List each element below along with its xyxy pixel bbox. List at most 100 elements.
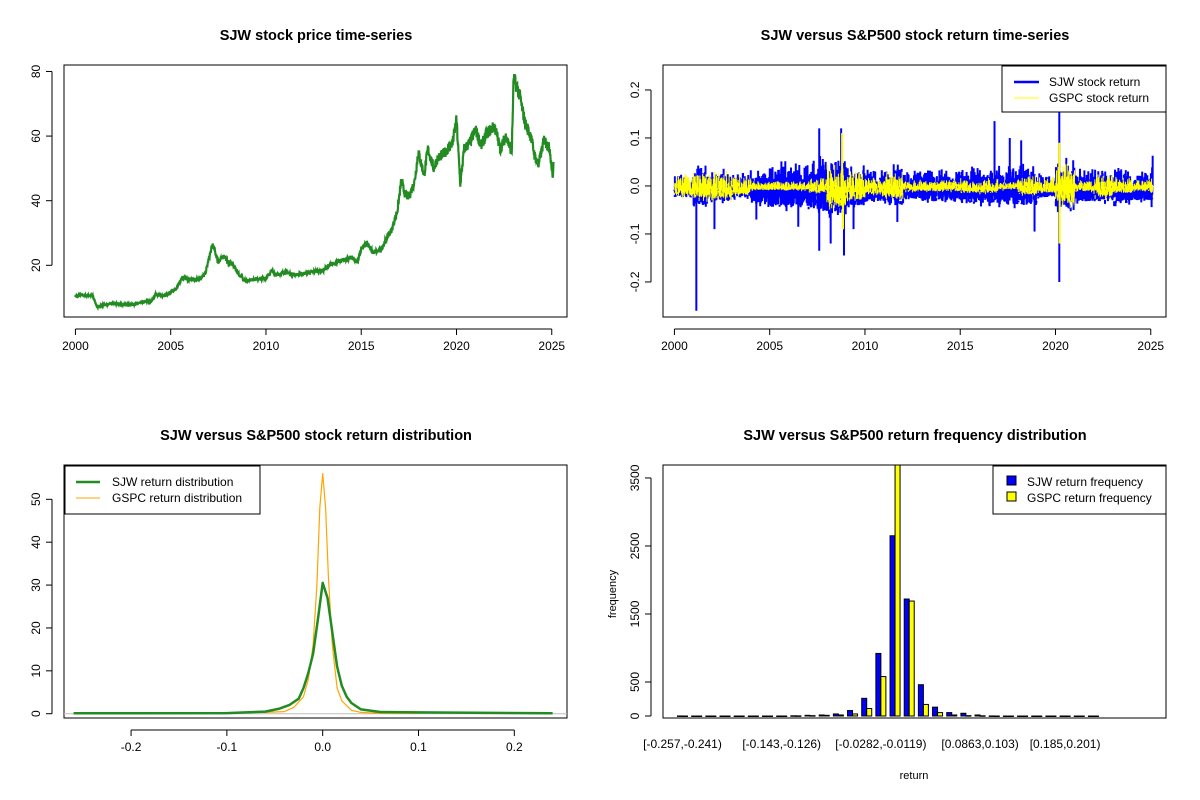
x-tick-label: 2020 [1042, 339, 1069, 353]
gspc-frequency-bar [837, 714, 844, 717]
gspc-frequency-bar [809, 715, 816, 717]
gspc-frequency-bar [1092, 715, 1099, 717]
sjw-frequency-bar [932, 706, 939, 717]
gspc-frequency-bar [922, 703, 929, 717]
sjw-frequency-bar [747, 715, 754, 717]
y-tick-label: 500 [628, 672, 642, 692]
price-series-line [74, 73, 555, 312]
sjw-frequency-bar [974, 714, 981, 717]
sjw-frequency-bar [790, 715, 797, 717]
gspc-density-line [226, 473, 419, 714]
gspc-frequency-bar [682, 715, 688, 717]
gspc-frequency-bar [951, 714, 958, 717]
y-tick-label: 0.1 [628, 129, 642, 146]
sjw-frequency-bar [1002, 715, 1009, 717]
sjw-frequency-bar [762, 715, 769, 717]
gspc-frequency-bar [1036, 715, 1043, 717]
plot-frame [63, 464, 568, 719]
x-tick-label: 2000 [661, 339, 688, 353]
gspc-frequency-bar [1064, 715, 1071, 717]
gspc-frequency-bar [1050, 715, 1057, 717]
sjw-frequency-bar [903, 598, 910, 717]
sjw-frequency-bar [960, 712, 967, 717]
plot-frame [63, 64, 568, 318]
gspc-frequency-bar [1078, 715, 1085, 717]
histogram-ylabel: frequency [607, 569, 619, 618]
x-tick-label: [-0.257,-0.241) [643, 737, 722, 751]
y-tick-label: 0 [29, 710, 43, 717]
y-tick-label: 3500 [628, 464, 642, 491]
distribution-chart: -0.2 -0.1 0.0 0.1 0.2 0 10 20 30 40 50 [29, 464, 568, 754]
gspc-frequency-bar [993, 715, 1000, 717]
sjw-density-line [73, 581, 553, 715]
sjw-frequency-bar [1045, 715, 1052, 717]
legend-label-sjw: SJW stock return [1049, 75, 1140, 89]
sjw-frequency-bar [1017, 715, 1024, 717]
sjw-frequency-bar [875, 652, 882, 717]
legend-swatch-sjw [1006, 475, 1017, 486]
gspc-frequency-bar [1022, 715, 1029, 717]
gspc-frequency-bar [979, 715, 986, 717]
sjw-frequency-bar [818, 714, 825, 717]
x-tick-label: [-0.0282,-0.0119) [835, 737, 926, 751]
sjw-frequency-bar [861, 697, 868, 717]
legend-label-gspc: GSPC stock return [1049, 91, 1149, 105]
x-tick-label: 0.0 [314, 740, 331, 754]
gspc-frequency-bar [724, 715, 731, 717]
gspc-frequency-bar [795, 715, 802, 717]
sjw-frequency-bar [677, 715, 683, 717]
price-chart: 2000 2005 2010 2015 2020 2025 20 40 60 80 [29, 64, 568, 353]
return-ts-chart-title: SJW versus S&P500 stock return time-seri… [761, 28, 1070, 44]
x-tick-label: 2005 [756, 339, 783, 353]
histogram-chart: 0 500 1500 2500 3500 [-0.257,-0.241) [-0.143,-… [628, 464, 1167, 751]
y-tick-label: 0.0 [628, 177, 642, 194]
x-tick-label: 2020 [443, 339, 470, 353]
y-tick-label: 30 [29, 578, 43, 592]
sjw-frequency-bar [832, 713, 839, 717]
sjw-frequency-bar [1059, 715, 1066, 717]
sjw-frequency-bar [889, 535, 896, 717]
x-tick-label: 2005 [157, 339, 184, 353]
gspc-frequency-bar [696, 715, 703, 717]
x-tick-label: 2015 [348, 339, 375, 353]
sjw-frequency-bar [705, 715, 712, 717]
sjw-frequency-bar [804, 714, 811, 717]
y-tick-label: 2500 [628, 532, 642, 559]
x-tick-label: 0.1 [410, 740, 427, 754]
legend-swatch-gspc [1006, 491, 1017, 502]
x-tick-label: -0.1 [217, 740, 238, 754]
gspc-frequency-bar [880, 676, 887, 717]
return-ts-legend: SJW stock return GSPC stock return [1001, 65, 1167, 113]
distribution-legend: SJW return distribution GSPC return dist… [64, 465, 261, 515]
histogram-xlabel: return [900, 770, 929, 782]
gspc-frequency-bar [908, 600, 915, 717]
sjw-frequency-bar [776, 715, 783, 717]
x-tick-label: 2000 [62, 339, 89, 353]
x-tick-label: 2025 [1137, 339, 1164, 353]
gspc-frequency-bar [823, 714, 830, 717]
y-tick-label: 0 [628, 712, 642, 719]
x-tick-label: [-0.143,-0.126) [742, 737, 821, 751]
x-tick-label: 2025 [538, 339, 565, 353]
sjw-frequency-bar [917, 684, 924, 717]
return-ts-chart: 2000 2005 2010 2015 2020 2025 -0.2 -0.1 0.0 0.1 0.… [628, 64, 1167, 353]
histogram-chart-title: SJW versus S&P500 return frequency distr… [743, 428, 1086, 444]
sjw-frequency-bar [1087, 715, 1094, 717]
y-tick-label: 40 [29, 535, 43, 549]
legend-label-sjw: SJW return distribution [112, 475, 233, 489]
sjw-frequency-bar [1031, 715, 1038, 717]
gspc-frequency-bar [852, 713, 859, 717]
y-tick-label: 1500 [628, 600, 642, 627]
sjw-frequency-bar [1073, 715, 1080, 717]
gspc-frequency-bar [965, 715, 972, 717]
histogram-legend: SJW return frequency GSPC return frequen… [992, 465, 1167, 515]
price-chart-title: SJW stock price time-series [220, 28, 413, 44]
gspc-frequency-bar [752, 715, 759, 717]
y-tick-label: 50 [29, 492, 43, 506]
x-tick-label: [0.185,0.201) [1030, 737, 1101, 751]
x-tick-label: 0.2 [506, 740, 523, 754]
y-tick-label: 20 [29, 621, 43, 635]
sjw-frequency-bar [691, 715, 698, 717]
sjw-frequency-bar [946, 712, 953, 717]
legend-label-gspc: GSPC return frequency [1027, 491, 1152, 505]
